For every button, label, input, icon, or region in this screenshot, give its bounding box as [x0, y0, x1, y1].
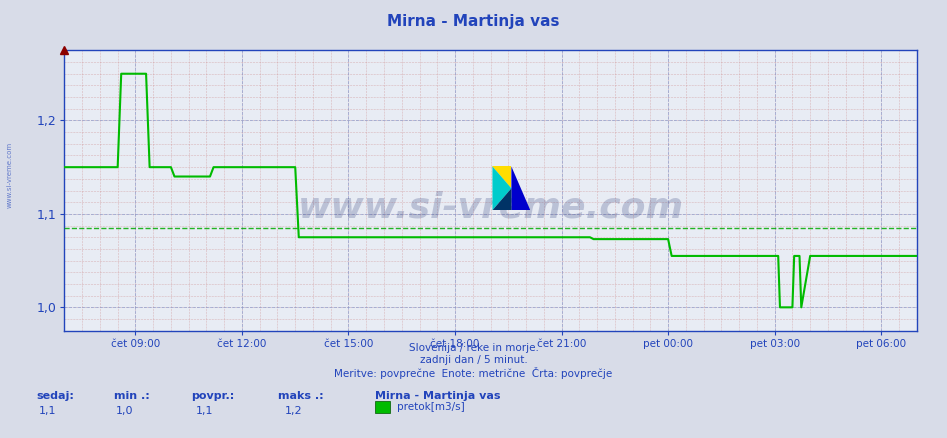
Text: maks .:: maks .:: [278, 391, 324, 401]
Text: Meritve: povprečne  Enote: metrične  Črta: povprečje: Meritve: povprečne Enote: metrične Črta:…: [334, 367, 613, 379]
Text: min .:: min .:: [114, 391, 150, 401]
Text: povpr.:: povpr.:: [191, 391, 235, 401]
Polygon shape: [511, 166, 530, 210]
Text: 1,0: 1,0: [116, 406, 134, 417]
Text: Slovenija / reke in morje.: Slovenija / reke in morje.: [408, 343, 539, 353]
Text: 1,1: 1,1: [39, 406, 56, 417]
Text: www.si-vreme.com: www.si-vreme.com: [7, 142, 12, 208]
Text: 1,2: 1,2: [285, 406, 302, 417]
Text: zadnji dan / 5 minut.: zadnji dan / 5 minut.: [420, 355, 527, 365]
Text: www.si-vreme.com: www.si-vreme.com: [297, 191, 684, 224]
Text: 1,1: 1,1: [196, 406, 213, 417]
Text: pretok[m3/s]: pretok[m3/s]: [397, 403, 465, 412]
Text: sedaj:: sedaj:: [36, 391, 74, 401]
Polygon shape: [492, 166, 511, 188]
Polygon shape: [492, 188, 511, 210]
Text: Mirna - Martinja vas: Mirna - Martinja vas: [387, 14, 560, 29]
Text: Mirna - Martinja vas: Mirna - Martinja vas: [375, 391, 501, 401]
Polygon shape: [492, 166, 511, 210]
